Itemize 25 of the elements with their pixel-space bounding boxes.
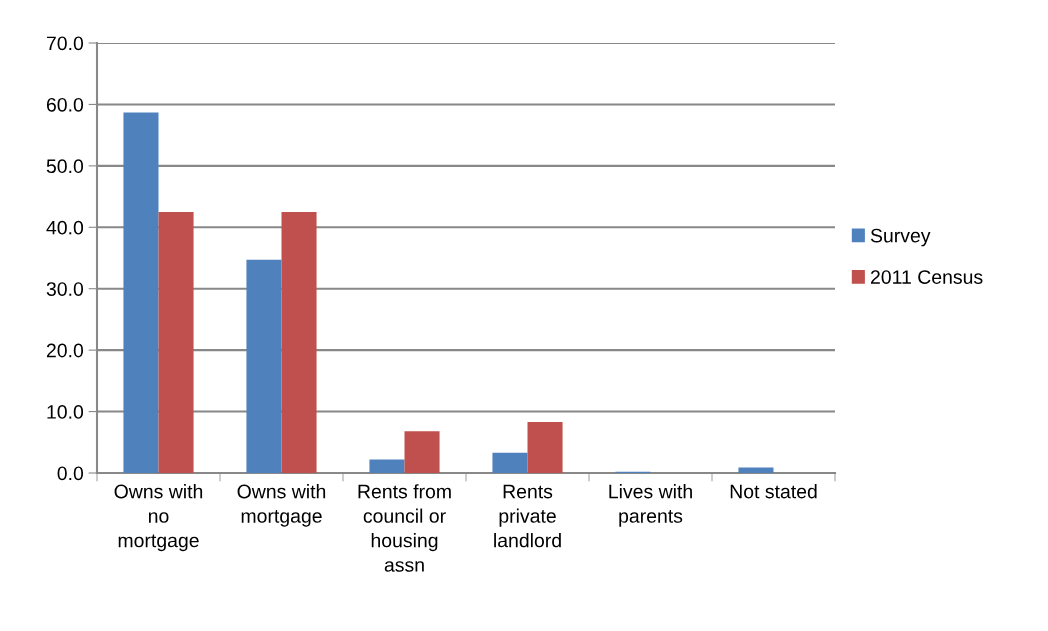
y-tick-label: 60.0 <box>46 97 84 112</box>
legend-label: 2011 Census <box>870 270 983 284</box>
y-tick-label: 70.0 <box>46 36 84 51</box>
x-tick-label: Not stated <box>730 484 817 499</box>
bar <box>738 467 774 473</box>
y-tick-label: 30.0 <box>46 282 84 296</box>
x-tick-label: Rents from council or housing assn <box>358 484 451 572</box>
bar <box>123 112 159 473</box>
y-tick-label: 50.0 <box>46 159 84 174</box>
bar <box>369 459 405 473</box>
bar <box>246 259 282 473</box>
bar <box>492 452 528 473</box>
bar <box>527 422 563 473</box>
y-tick-label: 0.0 <box>57 466 84 481</box>
y-tick-label: 10.0 <box>47 405 84 419</box>
y-tick-label: 20.0 <box>46 343 84 358</box>
bar <box>158 211 194 473</box>
bar <box>404 431 440 473</box>
y-tick-label: 40.0 <box>46 220 84 235</box>
legend-label: Survey <box>870 228 931 247</box>
bar <box>281 211 317 473</box>
x-tick-label: Lives with parents <box>609 484 692 527</box>
x-tick-label: Rents private landlord <box>494 484 561 548</box>
x-tick-label: Owns with mortgage <box>237 484 326 527</box>
x-tick-label: Owns with no mortgage <box>114 484 203 552</box>
